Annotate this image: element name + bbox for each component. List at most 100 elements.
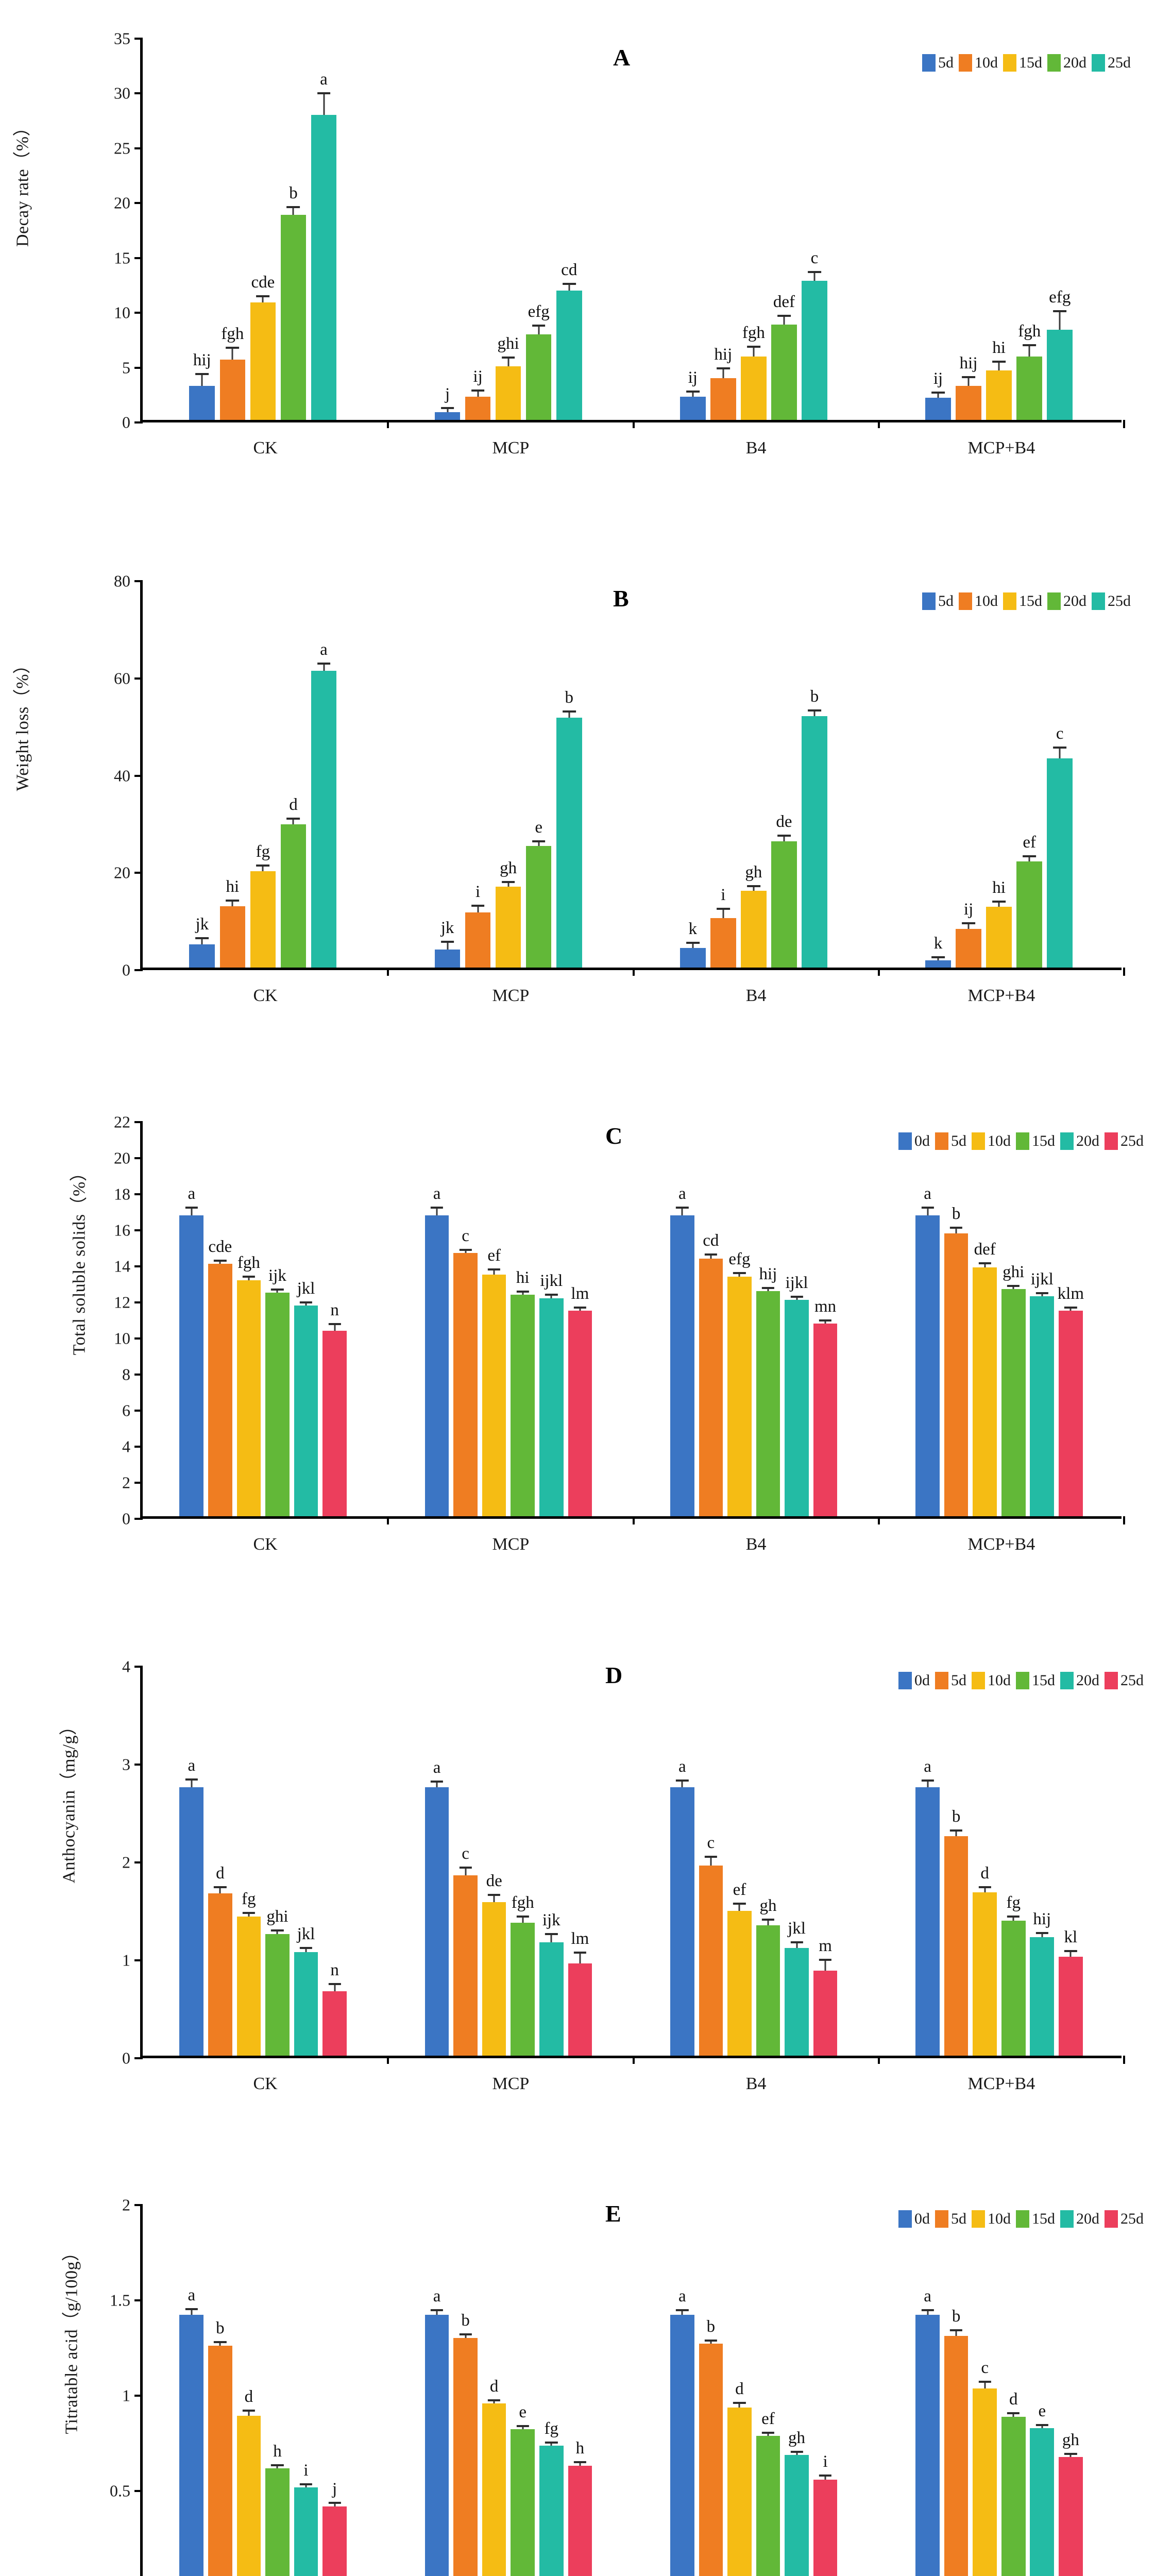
- bar[interactable]: [1016, 861, 1042, 968]
- bar[interactable]: [179, 2315, 204, 2576]
- bar[interactable]: [1047, 758, 1073, 968]
- bar[interactable]: [482, 2403, 506, 2576]
- legend-item[interactable]: 20d: [1047, 592, 1086, 610]
- legend-item[interactable]: 25d: [1105, 1132, 1144, 1150]
- bar[interactable]: [1001, 1289, 1026, 1516]
- bar[interactable]: [771, 324, 797, 420]
- bar[interactable]: [973, 2388, 997, 2576]
- bar[interactable]: [785, 2455, 809, 2576]
- legend-item[interactable]: 25d: [1105, 1672, 1144, 1689]
- legend-item[interactable]: 5d: [935, 2210, 966, 2228]
- bar[interactable]: [495, 887, 521, 968]
- legend-item[interactable]: 15d: [1003, 54, 1042, 72]
- bar[interactable]: [1030, 2428, 1055, 2576]
- legend-item[interactable]: 0d: [898, 1672, 930, 1689]
- bar[interactable]: [785, 1948, 809, 2056]
- legend-item[interactable]: 25d: [1105, 2210, 1144, 2228]
- bar[interactable]: [311, 115, 337, 420]
- bar[interactable]: [265, 1934, 290, 2056]
- bar[interactable]: [482, 1902, 506, 2056]
- legend-item[interactable]: 10d: [959, 592, 998, 610]
- legend-item[interactable]: 20d: [1060, 2210, 1099, 2228]
- bar[interactable]: [727, 1910, 752, 2056]
- bar[interactable]: [986, 370, 1012, 420]
- bar[interactable]: [1059, 1957, 1083, 2056]
- legend-item[interactable]: 15d: [1016, 2210, 1055, 2228]
- bar[interactable]: [219, 906, 246, 968]
- legend-item[interactable]: 20d: [1060, 1672, 1099, 1689]
- legend-item[interactable]: 25d: [1092, 54, 1131, 72]
- bar[interactable]: [280, 214, 307, 420]
- bar[interactable]: [208, 1893, 232, 2056]
- bar[interactable]: [208, 2345, 232, 2576]
- bar[interactable]: [1030, 1296, 1055, 1516]
- bar[interactable]: [465, 397, 491, 420]
- bar[interactable]: [1059, 1311, 1083, 1516]
- legend-item[interactable]: 25d: [1092, 592, 1131, 610]
- bar[interactable]: [294, 1305, 318, 1516]
- bar[interactable]: [925, 960, 951, 968]
- legend-item[interactable]: 20d: [1060, 1132, 1099, 1150]
- bar[interactable]: [556, 717, 582, 968]
- bar[interactable]: [771, 841, 797, 968]
- bar[interactable]: [208, 1264, 232, 1516]
- bar[interactable]: [189, 386, 215, 420]
- bar[interactable]: [465, 912, 491, 968]
- bar[interactable]: [813, 2480, 838, 2576]
- bar[interactable]: [539, 2445, 564, 2576]
- legend-item[interactable]: 10d: [959, 54, 998, 72]
- bar[interactable]: [424, 1215, 449, 1516]
- bar[interactable]: [1030, 1937, 1055, 2056]
- bar[interactable]: [265, 2468, 290, 2576]
- legend-item[interactable]: 15d: [1016, 1132, 1055, 1150]
- bar[interactable]: [236, 1917, 261, 2056]
- bar[interactable]: [294, 2487, 318, 2576]
- bar[interactable]: [986, 907, 1012, 968]
- bar[interactable]: [1047, 330, 1073, 420]
- legend-item[interactable]: 5d: [935, 1672, 966, 1689]
- bar[interactable]: [568, 2465, 592, 2576]
- bar[interactable]: [322, 2506, 347, 2576]
- bar[interactable]: [453, 1875, 478, 2056]
- bar[interactable]: [699, 2343, 723, 2576]
- bar[interactable]: [453, 1253, 478, 1516]
- bar[interactable]: [813, 1970, 838, 2056]
- bar[interactable]: [727, 1276, 752, 1516]
- bar[interactable]: [710, 918, 736, 968]
- bar[interactable]: [670, 2315, 694, 2576]
- bar[interactable]: [322, 1991, 347, 2056]
- bar[interactable]: [802, 716, 827, 968]
- bar[interactable]: [453, 2337, 478, 2576]
- bar[interactable]: [539, 1298, 564, 1516]
- bar[interactable]: [189, 944, 215, 968]
- bar[interactable]: [236, 2416, 261, 2576]
- legend-item[interactable]: 5d: [922, 54, 954, 72]
- bar[interactable]: [756, 2436, 780, 2576]
- bar[interactable]: [294, 1952, 318, 2056]
- bar[interactable]: [670, 1787, 694, 2056]
- bar[interactable]: [280, 824, 307, 968]
- legend-item[interactable]: 0d: [898, 1132, 930, 1150]
- bar[interactable]: [525, 334, 552, 420]
- bar[interactable]: [741, 890, 767, 968]
- bar[interactable]: [727, 2407, 752, 2576]
- bar[interactable]: [680, 948, 706, 968]
- bar[interactable]: [1059, 2456, 1083, 2576]
- bar[interactable]: [973, 1892, 997, 2056]
- bar[interactable]: [568, 1311, 592, 1516]
- bar[interactable]: [785, 1300, 809, 1516]
- bar[interactable]: [915, 1215, 940, 1516]
- bar[interactable]: [813, 1323, 838, 1516]
- bar[interactable]: [265, 1293, 290, 1516]
- bar[interactable]: [756, 1925, 780, 2056]
- bar[interactable]: [802, 280, 827, 420]
- bar[interactable]: [511, 1294, 535, 1516]
- bar[interactable]: [424, 1787, 449, 2056]
- legend-item[interactable]: 10d: [972, 1132, 1011, 1150]
- bar[interactable]: [944, 2336, 969, 2576]
- legend-item[interactable]: 10d: [972, 1672, 1011, 1689]
- bar[interactable]: [1016, 356, 1042, 420]
- bar[interactable]: [1001, 2417, 1026, 2576]
- bar[interactable]: [670, 1215, 694, 1516]
- bar[interactable]: [741, 356, 767, 420]
